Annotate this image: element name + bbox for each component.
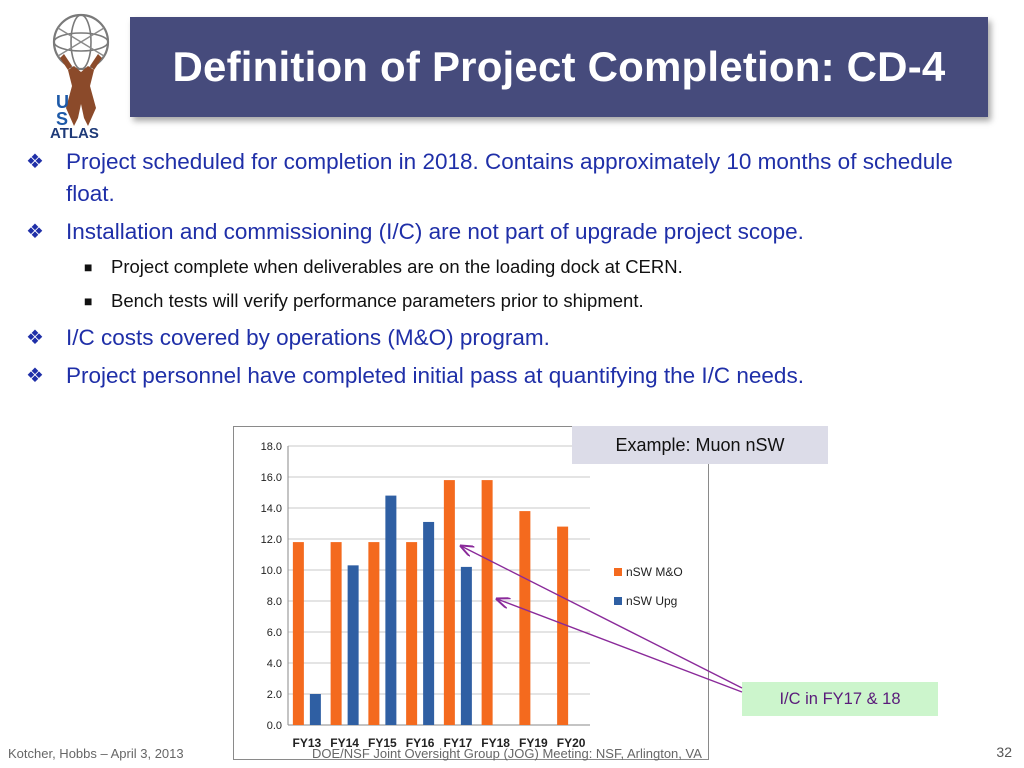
x-tick-label: FY13 bbox=[293, 736, 322, 750]
bullet-item: ❖ Project scheduled for completion in 201… bbox=[26, 146, 986, 210]
bar-nsw-mo bbox=[330, 542, 342, 725]
logo-letter-u: U bbox=[56, 92, 69, 112]
bullet-item: ❖ Installation and commissioning (I/C) ar… bbox=[26, 216, 986, 248]
y-tick-label: 12.0 bbox=[261, 534, 282, 546]
logo-letter-s: S bbox=[56, 109, 68, 129]
bar-nsw-mo bbox=[557, 526, 569, 725]
y-tick-label: 4.0 bbox=[267, 658, 282, 670]
atlas-figure-icon: U S ATLAS bbox=[50, 13, 110, 142]
sub-bullet-item: ■ Project complete when deliverables are … bbox=[84, 254, 986, 280]
bullet-item: ❖ Project personnel have completed initia… bbox=[26, 360, 986, 392]
x-tick-label: FY15 bbox=[368, 736, 397, 750]
ic-callout-box: I/C in FY17 & 18 bbox=[742, 682, 938, 716]
diamond-bullet-icon: ❖ bbox=[26, 327, 44, 349]
ic-callout-label: I/C in FY17 & 18 bbox=[779, 689, 901, 708]
bullet-text: Project scheduled for completion in 2018… bbox=[66, 149, 953, 206]
bullet-item: ❖ I/C costs covered by operations (M&O) p… bbox=[26, 322, 986, 354]
bar-nsw-mo bbox=[292, 542, 304, 725]
sub-bullet-text: Project complete when deliverables are o… bbox=[111, 256, 683, 277]
bar-nsw-upg bbox=[460, 566, 472, 725]
bar-nsw-upg bbox=[347, 565, 359, 725]
legend-label: nSW M&O bbox=[626, 565, 683, 579]
footer-meeting: DOE/NSF Joint Oversight Group (JOG) Meet… bbox=[312, 746, 702, 761]
bullet-list: ❖ Project scheduled for completion in 201… bbox=[26, 146, 986, 398]
x-tick-label: FY14 bbox=[330, 736, 359, 750]
diamond-bullet-icon: ❖ bbox=[26, 221, 44, 243]
title-bar: Definition of Project Completion: CD-4 bbox=[130, 17, 988, 117]
bar-chart: 0.0 2.0 4.0 6.0 8.0 10.0 12.0 14.0 16.0 18.0 FY13 F… bbox=[233, 426, 709, 760]
sub-bullet-text: Bench tests will verify performance para… bbox=[111, 290, 644, 311]
page-number: 32 bbox=[996, 744, 1012, 760]
bar-nsw-mo bbox=[443, 480, 455, 725]
callout-arrow-fy18 bbox=[497, 599, 743, 693]
logo-atlas-text: ATLAS bbox=[50, 125, 99, 140]
y-tick-label: 0.0 bbox=[267, 720, 282, 732]
diamond-bullet-icon: ❖ bbox=[26, 365, 44, 387]
bar-nsw-mo bbox=[368, 542, 380, 725]
bar-nsw-upg bbox=[309, 694, 321, 725]
bar-nsw-mo bbox=[406, 542, 418, 725]
bar-nsw-upg bbox=[385, 495, 397, 725]
square-bullet-icon: ■ bbox=[84, 293, 93, 309]
square-bullet-icon: ■ bbox=[84, 259, 93, 275]
x-tick-label: FY20 bbox=[557, 736, 586, 750]
y-tick-label: 2.0 bbox=[267, 689, 282, 701]
legend-swatch bbox=[614, 597, 622, 605]
bar-nsw-mo bbox=[519, 511, 531, 725]
y-tick-label: 10.0 bbox=[261, 565, 282, 577]
slide-title: Definition of Project Completion: CD-4 bbox=[172, 43, 946, 90]
y-tick-label: 18.0 bbox=[261, 441, 282, 453]
bullet-text: I/C costs covered by operations (M&O) pr… bbox=[66, 325, 550, 350]
y-tick-label: 6.0 bbox=[267, 627, 282, 639]
y-tick-label: 16.0 bbox=[261, 472, 282, 484]
x-tick-label: FY17 bbox=[444, 736, 473, 750]
bar-nsw-upg bbox=[423, 521, 435, 725]
legend-swatch bbox=[614, 568, 622, 576]
y-tick-label: 8.0 bbox=[267, 596, 282, 608]
bullet-text: Installation and commissioning (I/C) are… bbox=[66, 219, 804, 244]
sub-bullet-item: ■ Bench tests will verify performance par… bbox=[84, 288, 986, 314]
chart-svg: 0.0 2.0 4.0 6.0 8.0 10.0 12.0 14.0 16.0 18.0 FY13 F… bbox=[261, 441, 683, 750]
bullet-text: Project personnel have completed initial… bbox=[66, 363, 804, 388]
callout-arrow-fy17 bbox=[461, 546, 743, 689]
x-tick-label: FY19 bbox=[519, 736, 548, 750]
legend-label: nSW Upg bbox=[626, 594, 677, 608]
bar-nsw-mo bbox=[481, 480, 493, 725]
x-tick-label: FY16 bbox=[406, 736, 435, 750]
example-label: Example: Muon nSW bbox=[615, 434, 785, 455]
example-label-box: Example: Muon nSW bbox=[572, 426, 828, 464]
y-tick-label: 14.0 bbox=[261, 503, 282, 515]
us-atlas-logo: U S ATLAS bbox=[38, 8, 124, 142]
footer-author: Kotcher, Hobbs – April 3, 2013 bbox=[8, 746, 184, 761]
x-tick-label: FY18 bbox=[481, 736, 510, 750]
diamond-bullet-icon: ❖ bbox=[26, 151, 44, 173]
